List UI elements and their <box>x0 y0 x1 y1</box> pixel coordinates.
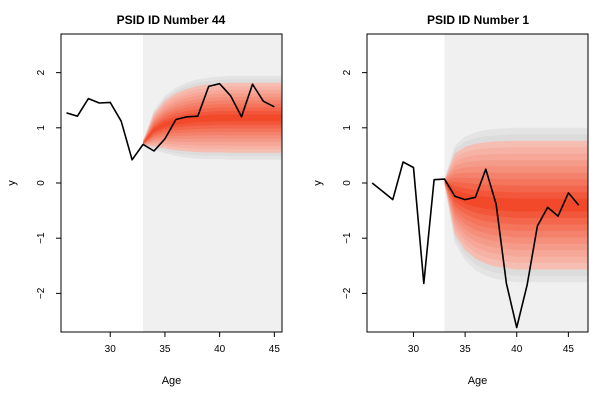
y-tick-label: 0 <box>36 180 47 186</box>
x-axis-label: Age <box>162 375 182 387</box>
x-tick-label: 40 <box>214 344 226 355</box>
x-tick-label: 35 <box>460 344 472 355</box>
y-tick-label: −1 <box>36 232 47 244</box>
x-tick-label: 45 <box>563 344 575 355</box>
y-tick-label: 0 <box>342 180 353 186</box>
y-tick-label: 1 <box>36 125 47 131</box>
y-tick-label: −2 <box>342 287 353 299</box>
chart-panel-1: 30 35 40 45 −2 −1 0 1 2 PSID ID Number 44 Age y <box>6 13 282 387</box>
y-tick-label: −2 <box>36 287 47 299</box>
x-tick-label: 30 <box>408 344 420 355</box>
chart-title: PSID ID Number 1 <box>427 13 529 27</box>
y-tick-label: 2 <box>342 69 353 75</box>
x-tick-label: 45 <box>269 344 281 355</box>
chart-title: PSID ID Number 44 <box>117 13 226 27</box>
x-tick-label: 35 <box>159 344 171 355</box>
y-tick-label: 1 <box>342 125 353 131</box>
x-tick-label: 40 <box>511 344 523 355</box>
x-tick-label: 30 <box>105 344 117 355</box>
y-axis-label: y <box>6 180 18 186</box>
chart-panel-2: 30 35 40 45 −2 −1 0 1 2 PSID ID Number 1 Age y <box>312 13 588 387</box>
y-tick-label: 2 <box>36 69 47 75</box>
y-tick-label: −1 <box>342 232 353 244</box>
x-axis-label: Age <box>468 375 488 387</box>
y-axis-label: y <box>312 180 324 186</box>
